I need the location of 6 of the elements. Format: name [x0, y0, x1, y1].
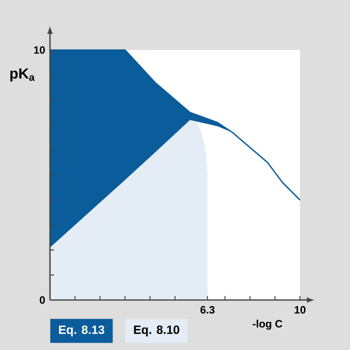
x-tick-label: 6.3 — [200, 306, 215, 314]
text: Eq. 8.13 — [59, 325, 104, 336]
y-axis-title: pK$_{a}$ — [10, 68, 35, 82]
x-axis-title: -log C — [252, 320, 282, 330]
y-tick-label: 0 — [40, 296, 45, 304]
text: Eq. 8.10 — [134, 325, 180, 336]
